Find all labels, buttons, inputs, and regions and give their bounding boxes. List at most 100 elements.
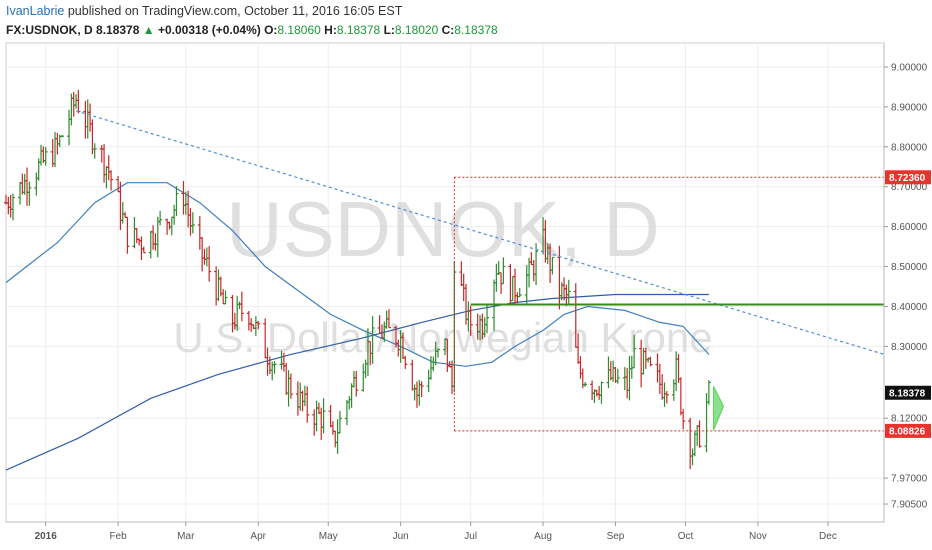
ohlc-bar	[606, 356, 611, 389]
price-tick-label: 8.60000	[891, 222, 928, 233]
ohlc-bar	[648, 356, 653, 367]
price-label-box	[885, 385, 931, 400]
drawings	[75, 110, 885, 432]
ohlc-bar	[517, 288, 522, 298]
price-label-value: 8.72360	[889, 173, 926, 184]
ohlc-bar	[534, 243, 539, 285]
open-value: 8.18060	[277, 23, 321, 37]
ohlc-bar	[39, 144, 44, 166]
change-value: +0.00318 (+0.04%)	[157, 23, 261, 37]
price-tick-label: 8.40000	[891, 302, 928, 313]
ohlc-bar	[611, 360, 616, 382]
ohlc-bar	[137, 238, 142, 246]
ohlc-bar	[566, 279, 571, 306]
price-label-value: 8.08826	[889, 426, 926, 437]
ohlc-bar	[657, 363, 662, 394]
time-tick-label: 2016	[35, 531, 58, 542]
ohlc-bar	[221, 289, 226, 305]
low-value: 8.18020	[394, 23, 439, 37]
ohlc-bar	[27, 181, 32, 206]
ohlc-bar	[118, 181, 123, 231]
ohlc-bar	[88, 103, 93, 132]
ohlc-bar	[417, 379, 422, 406]
ohlc-bar	[625, 367, 630, 399]
ohlc-bar	[632, 334, 637, 369]
ohlc-bar	[690, 448, 695, 466]
publish-line: IvanLabrie published on TradingView.com,…	[6, 4, 402, 18]
ohlc-bar	[564, 284, 569, 307]
ohlc-bar	[109, 170, 114, 191]
ohlc-bar	[410, 359, 415, 391]
price-tick-label: 9.00000	[891, 62, 928, 73]
ohlc-bar	[207, 246, 212, 282]
time-axis[interactable]: 2016 Feb Mar Apr May Jun Jul Aug Sep Oct Nov Dec	[6, 521, 884, 542]
grid-lines	[6, 43, 884, 522]
price-tick-label: 8.30000	[891, 342, 928, 353]
price-tick-label: 7.90500	[891, 500, 928, 511]
ohlc-bar	[671, 379, 676, 401]
ohlc-bar	[102, 144, 107, 183]
ohlc-bar	[237, 301, 242, 309]
ohlc-bar	[510, 275, 515, 302]
ohlc-bar	[104, 166, 109, 189]
ohlc-bar	[435, 348, 440, 358]
ohlc-bar	[67, 109, 72, 146]
ohlc-bar	[134, 228, 139, 244]
ohlc-bar	[8, 195, 13, 218]
ohlc-bar	[188, 208, 193, 236]
ohlc-bar	[330, 421, 335, 435]
trendline	[75, 110, 885, 355]
ohlc-bar	[99, 145, 104, 163]
ohlc-bar	[351, 370, 356, 388]
ohlc-bar	[132, 216, 137, 249]
ohlc-bar	[627, 355, 632, 401]
ohlc-bar	[695, 425, 700, 446]
ohlc-bar	[148, 230, 153, 259]
ohlc-bar	[613, 367, 618, 383]
ohlc-bar	[678, 377, 683, 416]
price-label-value: 8.18378	[889, 388, 926, 399]
ohlc-bar	[76, 89, 81, 114]
ohlc-bar	[361, 363, 366, 392]
ohlc-bar	[151, 225, 156, 250]
symbol-label: FX:USDNOK, D	[6, 23, 93, 37]
last-price: 8.18378	[96, 23, 140, 37]
ohlc-bar	[53, 132, 58, 167]
ohlc-bar	[139, 236, 144, 261]
ohlc-bar	[615, 368, 620, 384]
ohlc-bar	[295, 381, 300, 416]
ohlc-bar	[426, 369, 431, 393]
ohlc-bar	[169, 216, 174, 236]
ohlc-bars	[4, 89, 711, 470]
ohlc-bar	[347, 396, 352, 410]
ohlc-bar	[11, 193, 16, 221]
ohlc-bar	[513, 268, 518, 305]
ohlc-bar	[608, 361, 613, 381]
price-tick-label: 7.97000	[891, 474, 928, 485]
ohlc-bar	[20, 173, 25, 195]
author-link[interactable]: IvanLabrie	[6, 4, 65, 18]
ohlc-bar	[681, 408, 686, 430]
ohlc-bar	[485, 303, 490, 334]
ohlc-bar	[141, 246, 146, 254]
time-tick-label: Nov	[749, 531, 767, 542]
ohlc-bar	[583, 382, 588, 387]
price-axis[interactable]: 9.00000 8.90000 8.80000 8.70000 8.60000 8.500…	[883, 43, 931, 522]
ohlc-bar	[461, 273, 466, 302]
ohlc-bar	[43, 146, 48, 166]
time-tick-label: Apr	[250, 531, 266, 542]
ohlc-bar	[692, 431, 697, 457]
ohlc-bar	[403, 355, 408, 369]
time-tick-label: Dec	[819, 531, 837, 542]
ohlc-bar	[298, 382, 303, 411]
ohlc-bar	[419, 381, 424, 398]
ohlc-bar	[305, 386, 310, 423]
ohlc-bar	[363, 359, 368, 379]
ohlc-bar	[92, 143, 97, 159]
ohlc-bar	[120, 202, 125, 224]
ohlc-bar	[314, 400, 319, 432]
ohlc-bar	[662, 382, 667, 407]
ohlc-bar	[60, 134, 65, 138]
ohlc-bar	[321, 398, 326, 434]
